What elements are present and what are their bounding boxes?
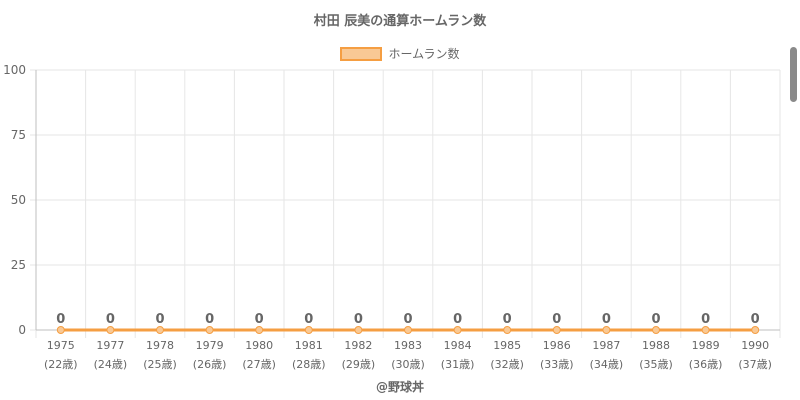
data-point: [255, 326, 264, 334]
y-tick-label: 75: [11, 128, 26, 142]
x-tick-label: 1990: [741, 339, 769, 352]
legend[interactable]: ホームラン数: [0, 45, 800, 62]
x-tick-sublabel: (33歳): [540, 358, 574, 371]
x-tick-sublabel: (25歳): [143, 358, 177, 371]
x-tick-sublabel: (28歳): [292, 358, 326, 371]
x-tick-label: 1985: [493, 339, 521, 352]
x-tick-sublabel: (31歳): [441, 358, 475, 371]
x-tick-label: 1977: [96, 339, 124, 352]
y-tick-label: 25: [11, 258, 26, 272]
data-label: 0: [552, 312, 561, 327]
legend-label: ホームラン数: [388, 47, 460, 61]
data-point: [503, 326, 512, 334]
data-label: 0: [602, 312, 611, 327]
y-tick-label: 50: [11, 193, 26, 207]
chart-title: 村田 辰美の通算ホームラン数: [313, 14, 487, 29]
data-point: [404, 326, 412, 334]
data-label: 0: [155, 312, 164, 327]
data-point: [602, 326, 611, 334]
y-tick-label: 0: [18, 323, 26, 337]
legend-swatch: [340, 46, 383, 61]
x-tick-sublabel: (36歳): [689, 358, 723, 371]
x-tick-label: 1987: [592, 339, 620, 352]
data-point: [552, 326, 561, 334]
data-point: [205, 326, 214, 334]
x-tick-label: 1986: [543, 339, 571, 352]
x-tick-label: 1979: [196, 339, 224, 352]
data-point: [304, 326, 313, 334]
data-label: 0: [304, 312, 313, 327]
x-tick-label: 1978: [146, 339, 174, 352]
x-tick-sublabel: (24歳): [94, 358, 128, 371]
data-label: 0: [701, 312, 710, 327]
data-label: 0: [354, 312, 363, 327]
data-point: [106, 326, 115, 334]
x-tick-sublabel: (34歳): [590, 358, 624, 371]
data-label: 0: [503, 312, 512, 327]
x-tick-sublabel: (32歳): [490, 358, 524, 371]
data-label: 0: [651, 312, 660, 327]
data-point: [453, 326, 462, 334]
x-tick-label: 1983: [394, 339, 422, 352]
x-tick-sublabel: (22歳): [44, 358, 78, 371]
x-tick-sublabel: (37歳): [738, 358, 772, 371]
x-tick-sublabel: (27歳): [242, 358, 276, 371]
x-tick-label: 1989: [692, 339, 720, 352]
x-tick-label: 1981: [295, 339, 323, 352]
data-label: 0: [56, 312, 65, 327]
x-tick-label: 1980: [245, 339, 273, 352]
data-point: [156, 326, 164, 334]
x-tick-sublabel: (29歳): [342, 358, 376, 371]
x-tick-sublabel: (35歳): [639, 358, 673, 371]
x-tick-label: 1984: [444, 339, 472, 352]
data-label: 0: [751, 312, 760, 327]
data-point: [652, 326, 660, 334]
data-point: [751, 326, 760, 334]
data-point: [354, 326, 363, 334]
data-label: 0: [453, 312, 462, 327]
data-point: [701, 326, 710, 334]
data-point: [56, 326, 65, 334]
data-label: 0: [255, 312, 264, 327]
x-tick-sublabel: (30歳): [391, 358, 425, 371]
y-tick-label: 100: [3, 63, 26, 77]
data-label: 0: [403, 312, 412, 327]
data-label: 0: [205, 312, 214, 327]
scrollbar-thumb[interactable]: [790, 47, 797, 102]
footer-credit: @野球丼: [375, 380, 424, 394]
x-tick-label: 1975: [47, 339, 75, 352]
x-tick-label: 1988: [642, 339, 670, 352]
x-tick-label: 1982: [344, 339, 372, 352]
x-tick-sublabel: (26歳): [193, 358, 227, 371]
data-label: 0: [106, 312, 115, 327]
